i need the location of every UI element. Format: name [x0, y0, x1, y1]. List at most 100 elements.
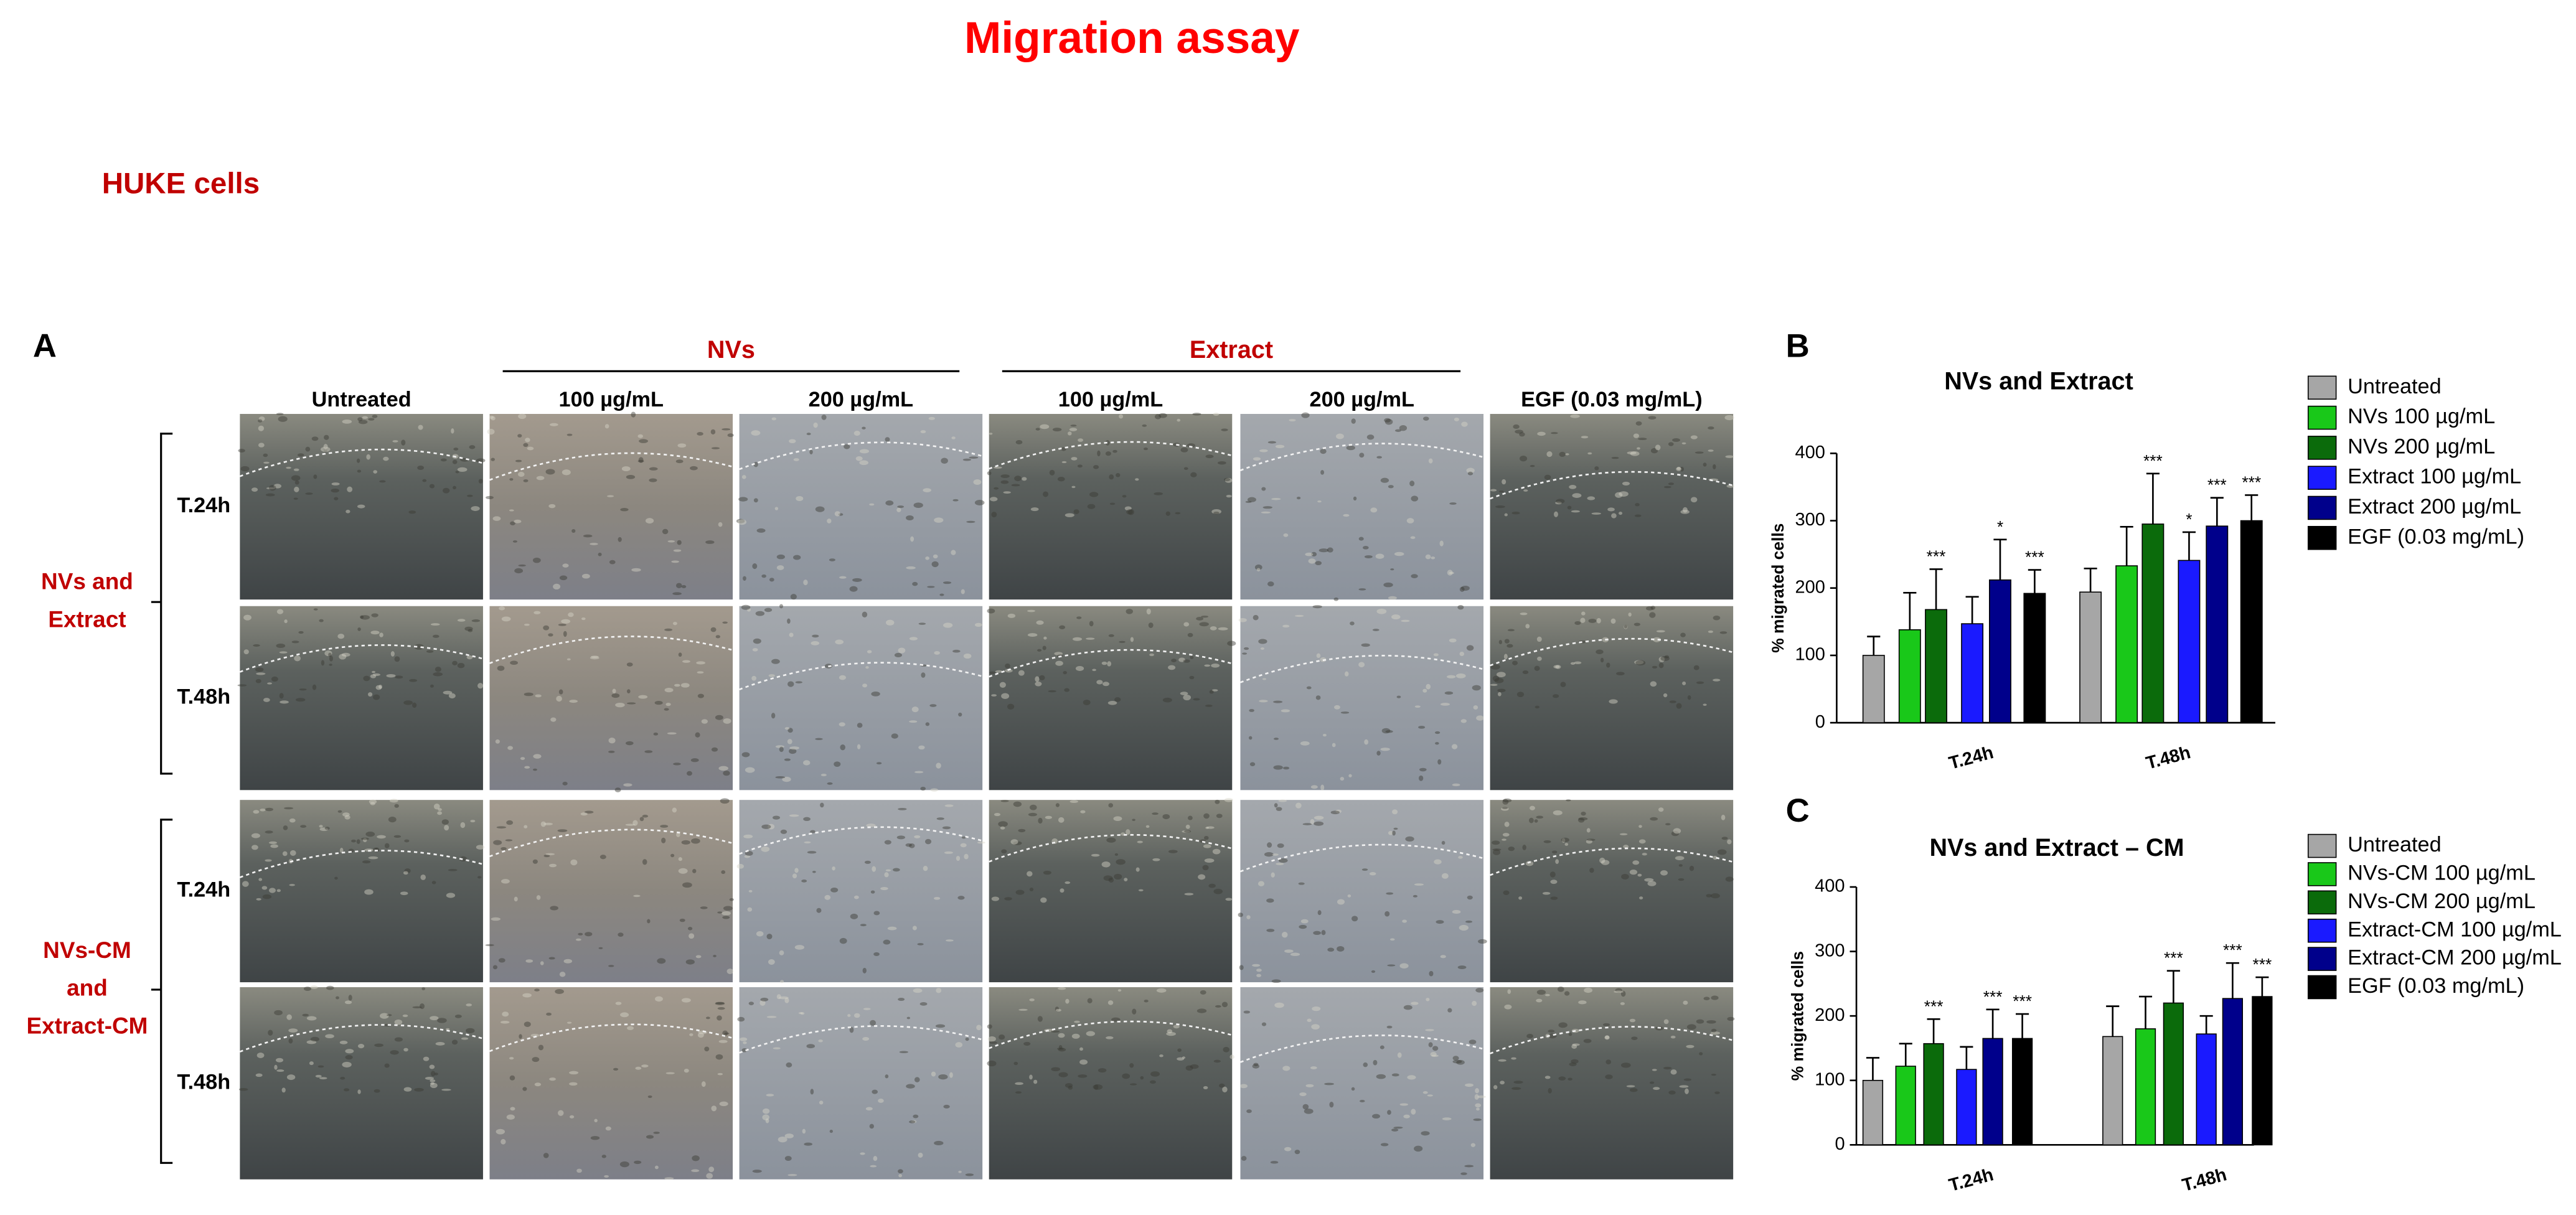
cell-speck: [898, 998, 905, 1002]
cell-speck: [869, 1124, 874, 1129]
cell-speck: [789, 814, 799, 817]
cell-speck: [1029, 887, 1034, 891]
cell-speck: [1005, 664, 1010, 668]
cell-speck: [626, 475, 636, 479]
cell-speck: [1068, 431, 1072, 436]
cell-speck: [761, 574, 766, 578]
cell-speck: [581, 573, 590, 579]
cell-speck: [1383, 582, 1393, 588]
cell-speck: [661, 837, 666, 843]
cell-speck: [1137, 840, 1143, 843]
cell-speck: [715, 1002, 725, 1005]
cell-speck: [1384, 418, 1393, 425]
cell-speck: [1555, 859, 1559, 865]
cell-speck: [339, 654, 347, 660]
cell-speck: [1620, 990, 1626, 997]
cell-speck: [1072, 637, 1083, 641]
cell-speck: [691, 838, 700, 844]
cell-speck: [1111, 1017, 1121, 1022]
cell-speck: [1391, 1073, 1399, 1077]
cell-speck: [899, 1051, 908, 1053]
cell-speck: [1294, 1150, 1300, 1155]
cell-speck: [793, 555, 801, 560]
cell-speck: [324, 827, 330, 830]
cell-speck: [615, 1002, 622, 1005]
cell-speck: [1615, 988, 1622, 993]
cell-speck: [444, 825, 449, 831]
cell-speck: [860, 924, 867, 927]
cell-speck: [753, 462, 758, 467]
cell-speck: [784, 727, 790, 730]
cell-speck: [609, 560, 616, 565]
cell-speck: [839, 576, 847, 579]
cell-speck: [1086, 637, 1095, 640]
cell-speck: [803, 579, 808, 586]
cell-speck: [775, 745, 784, 748]
cell-speck: [1363, 1062, 1368, 1067]
cell-speck: [561, 619, 571, 624]
cell-speck: [492, 965, 498, 970]
cell-speck: [1452, 1059, 1462, 1064]
cell-speck: [346, 509, 350, 514]
cell-speck: [952, 499, 959, 502]
cell-speck: [769, 578, 774, 582]
cell-speck: [258, 416, 265, 421]
cell-speck: [1713, 855, 1718, 860]
cell-speck: [1284, 1147, 1292, 1152]
significance-label: ***: [2164, 949, 2183, 967]
cell-speck: [548, 957, 555, 960]
cell-speck: [1414, 705, 1421, 708]
cell-speck: [1018, 670, 1025, 676]
cell-speck: [401, 439, 406, 446]
cell-speck: [1076, 616, 1082, 619]
cell-speck: [288, 1028, 298, 1033]
cell-speck: [1504, 639, 1510, 644]
cell-speck: [1528, 817, 1534, 823]
cell-speck: [1148, 622, 1154, 628]
cell-speck: [1350, 621, 1355, 626]
cell-speck: [1725, 876, 1734, 882]
cell-speck: [1565, 453, 1569, 456]
cell-speck: [581, 617, 586, 621]
cell-speck: [943, 622, 953, 628]
cell-speck: [1690, 435, 1698, 439]
cell-speck: [999, 1034, 1005, 1040]
cell-speck: [690, 758, 699, 762]
cell-speck: [678, 652, 682, 657]
cell-speck: [242, 881, 249, 887]
cell-speck: [558, 689, 563, 695]
bar: [2023, 593, 2046, 723]
cell-speck: [1275, 444, 1285, 449]
cell-speck: [403, 1048, 408, 1052]
cell-speck: [1529, 805, 1535, 810]
cell-line-label: HUKE cells: [102, 167, 260, 200]
cell-speck: [1717, 849, 1727, 855]
cell-speck: [1108, 634, 1114, 637]
cell-speck: [1574, 661, 1582, 664]
cell-speck: [357, 1089, 361, 1094]
cell-speck: [1502, 479, 1507, 485]
cell-speck: [1492, 849, 1501, 855]
cell-speck: [569, 1115, 575, 1119]
significance-label: *: [2186, 510, 2192, 528]
cell-speck: [1658, 662, 1664, 668]
cell-speck: [1409, 481, 1415, 487]
bar: [2141, 523, 2165, 723]
cell-speck: [682, 882, 692, 888]
cell-speck: [1314, 815, 1324, 820]
cell-speck: [1007, 703, 1015, 710]
cell-speck: [1501, 807, 1509, 811]
cell-speck: [689, 1033, 693, 1036]
cell-speck: [1504, 513, 1508, 517]
cell-speck: [291, 475, 301, 481]
cell-speck: [1218, 461, 1226, 465]
cell-speck: [871, 692, 880, 697]
cell-speck: [994, 812, 1001, 817]
cell-speck: [313, 474, 317, 479]
cell-speck: [960, 843, 967, 848]
cell-speck: [1015, 1091, 1022, 1094]
cell-speck: [1710, 1031, 1721, 1035]
cell-speck: [927, 586, 935, 588]
row-group-label: NVs-CM: [43, 937, 131, 963]
wound-edge: [1240, 443, 1484, 471]
